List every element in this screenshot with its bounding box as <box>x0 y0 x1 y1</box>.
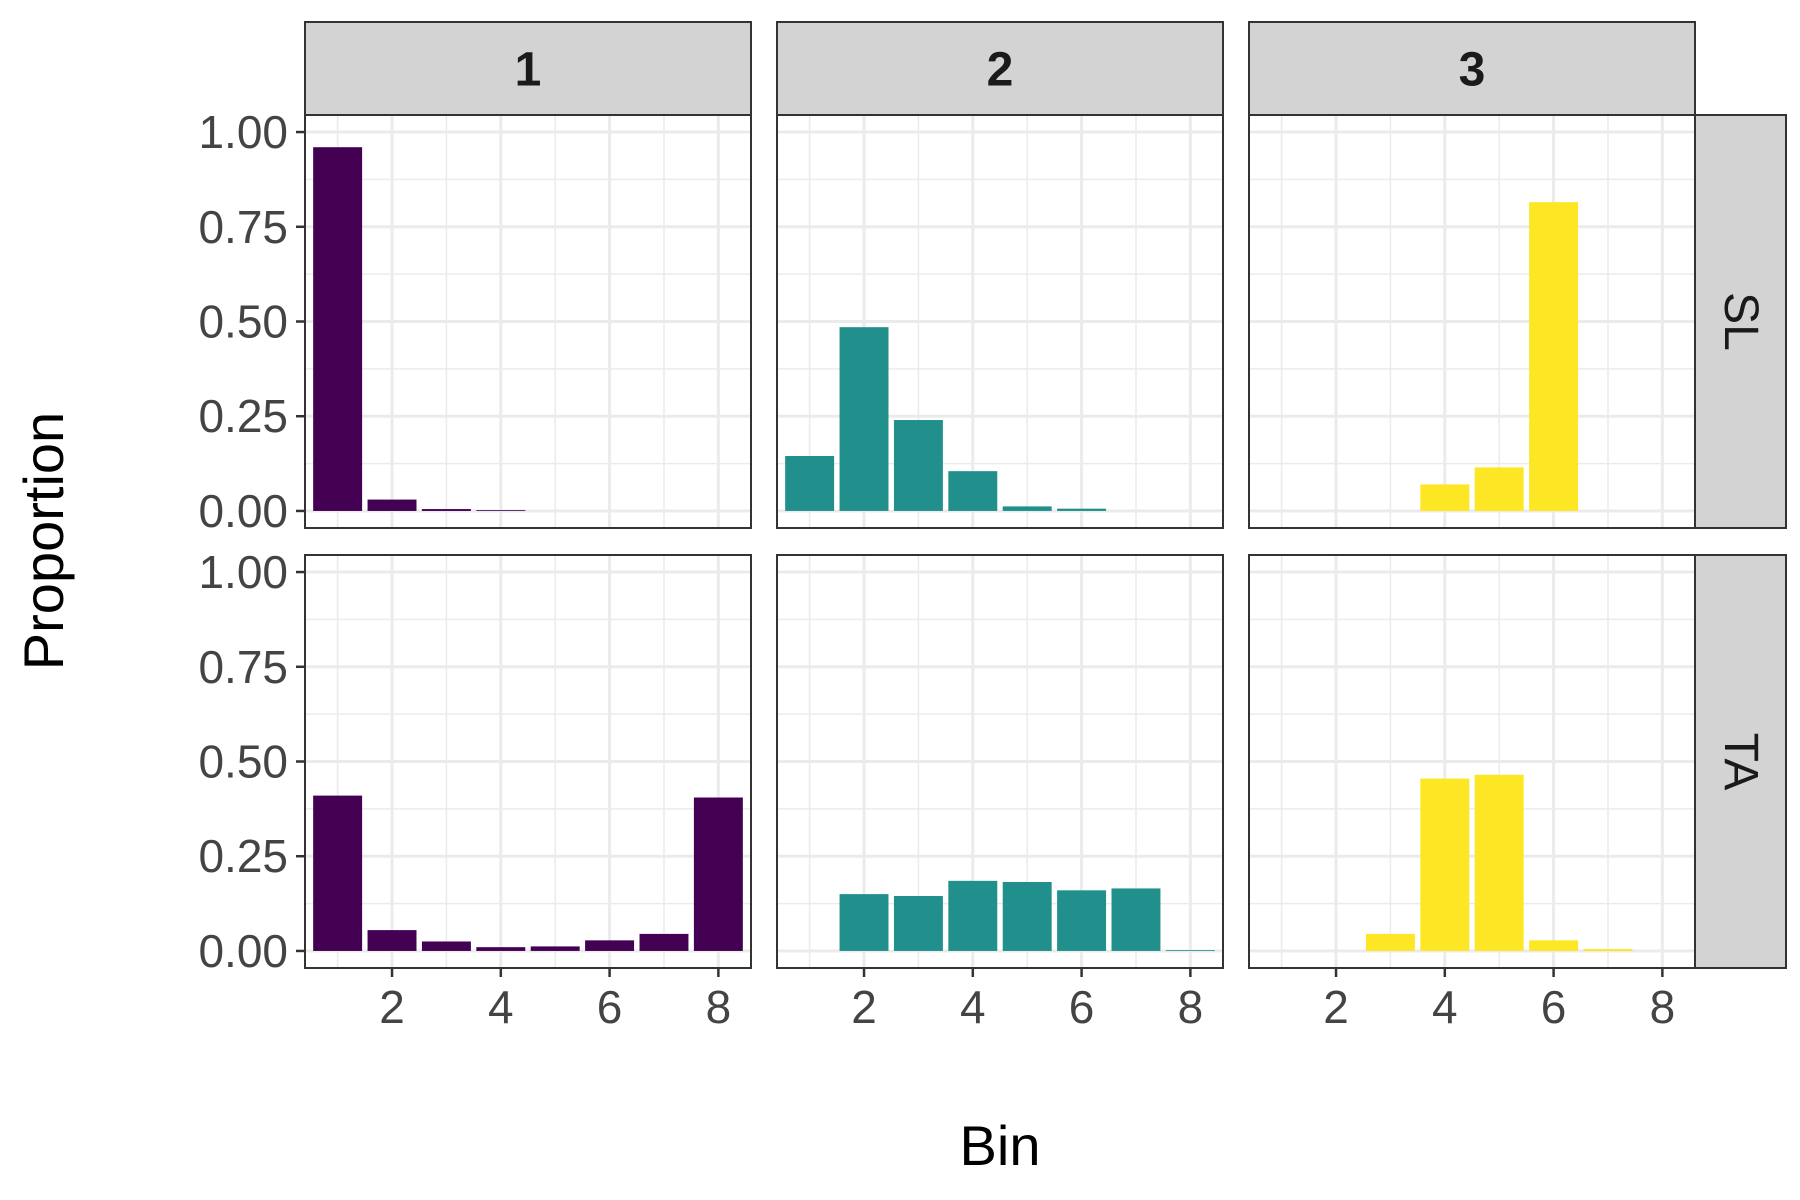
panel-sl-2-bar-bin-2 <box>839 327 889 511</box>
x-tick-label-col-3: 2 <box>1323 981 1349 1033</box>
axis-layer: 0.00 0.25 0.50 0.75 1.00 0.00 0.25 0.50 0.75 1.00… <box>198 106 1675 1033</box>
panel-sl-1-bar-bin-3 <box>421 509 471 511</box>
column-strip-label-1: 1 <box>515 44 542 97</box>
x-tick-label-col-1: 8 <box>706 981 732 1033</box>
column-strip-label-3: 3 <box>1459 44 1486 97</box>
panel-ta-2-bar-bin-7 <box>1111 888 1161 951</box>
panel-sl-3-bar-bin-5 <box>1474 467 1524 511</box>
x-tick-label-col-2: 8 <box>1178 981 1204 1033</box>
panel-ta-1-bar-bin-2 <box>367 930 417 951</box>
panel-sl-3-bar-bin-6 <box>1529 202 1579 511</box>
column-strip-3 <box>1248 21 1696 116</box>
y-axis-title: Proportion <box>12 412 75 670</box>
panel-ta-1-bar-bin-4 <box>476 947 526 951</box>
panel-ta-2-bar-bin-3 <box>893 896 943 951</box>
y-tick-label-ta: 0.00 <box>198 925 288 977</box>
panel-ta-3-bar-bin-4 <box>1420 778 1470 951</box>
strip-layer: 1 2 3 SL TA <box>304 21 1787 969</box>
panel-ta-2-bar-bin-8 <box>1165 950 1215 951</box>
bar-layer <box>313 147 1633 951</box>
y-tick-label-ta: 0.50 <box>198 736 288 788</box>
column-strip-1 <box>304 21 752 116</box>
panel-sl-1-bar-bin-1 <box>313 147 363 511</box>
panel-ta-2-border <box>776 554 1224 969</box>
row-strip-sl <box>1694 114 1787 529</box>
panel-ta-1-bar-bin-5 <box>530 946 580 951</box>
panel-ta-2-bar-bin-6 <box>1057 890 1107 951</box>
row-strip-label-ta: TA <box>1714 733 1767 791</box>
y-tick-label-sl: 1.00 <box>198 106 288 158</box>
panel-ta-3-bar-bin-5 <box>1474 774 1524 951</box>
column-strip-2 <box>776 21 1224 116</box>
column-strip-label-2: 2 <box>987 44 1014 97</box>
y-tick-label-ta: 0.25 <box>198 830 288 882</box>
panel-ta-1-bar-bin-8 <box>693 797 743 951</box>
y-tick-label-sl: 0.25 <box>198 390 288 442</box>
panel-ta-1-bar-bin-7 <box>639 933 689 951</box>
panel-sl-2-bar-bin-3 <box>893 420 943 511</box>
x-tick-label-col-1: 6 <box>597 981 623 1033</box>
panel-ta-2-bar-bin-4 <box>948 880 998 951</box>
panel-ta-1-bar-bin-6 <box>585 940 635 951</box>
y-tick-label-sl: 0.75 <box>198 201 288 253</box>
panel-ta-3-bar-bin-3 <box>1365 933 1415 951</box>
row-strip-label-sl: SL <box>1714 292 1767 351</box>
row-strip-ta <box>1694 554 1787 969</box>
panel-ta-1-bar-bin-1 <box>313 795 363 951</box>
panel-sl-2-bar-bin-4 <box>948 471 998 511</box>
panel-sl-1-bar-bin-2 <box>367 499 417 511</box>
y-tick-label-sl: 0.00 <box>198 485 288 537</box>
x-tick-label-col-1: 2 <box>379 981 405 1033</box>
panel-sl-2-bar-bin-5 <box>1002 506 1052 511</box>
panel-sl-3-bar-bin-4 <box>1420 484 1470 511</box>
x-tick-label-col-3: 6 <box>1541 981 1567 1033</box>
x-axis-title: Bin <box>960 1114 1041 1177</box>
panel-ta-3-bar-bin-7 <box>1583 949 1633 951</box>
y-tick-label-sl: 0.50 <box>198 296 288 348</box>
x-tick-label-col-2: 6 <box>1069 981 1095 1033</box>
x-tick-label-col-2: 4 <box>960 981 986 1033</box>
panel-sl-2-bar-bin-6 <box>1057 508 1107 511</box>
x-tick-label-col-3: 8 <box>1650 981 1676 1033</box>
panel-sl-1-bar-bin-4 <box>476 510 526 511</box>
panel-ta-1-bar-bin-3 <box>421 941 471 951</box>
x-tick-label-col-3: 4 <box>1432 981 1458 1033</box>
y-tick-label-ta: 0.75 <box>198 641 288 693</box>
y-tick-label-ta: 1.00 <box>198 546 288 598</box>
panel-sl-2-bar-bin-1 <box>785 456 835 511</box>
panel-ta-2-bar-bin-2 <box>839 894 889 951</box>
x-tick-label-col-2: 2 <box>851 981 877 1033</box>
x-tick-label-col-1: 4 <box>488 981 514 1033</box>
panel-ta-2-bar-bin-5 <box>1002 881 1052 951</box>
panel-ta-3-bar-bin-6 <box>1529 940 1579 951</box>
